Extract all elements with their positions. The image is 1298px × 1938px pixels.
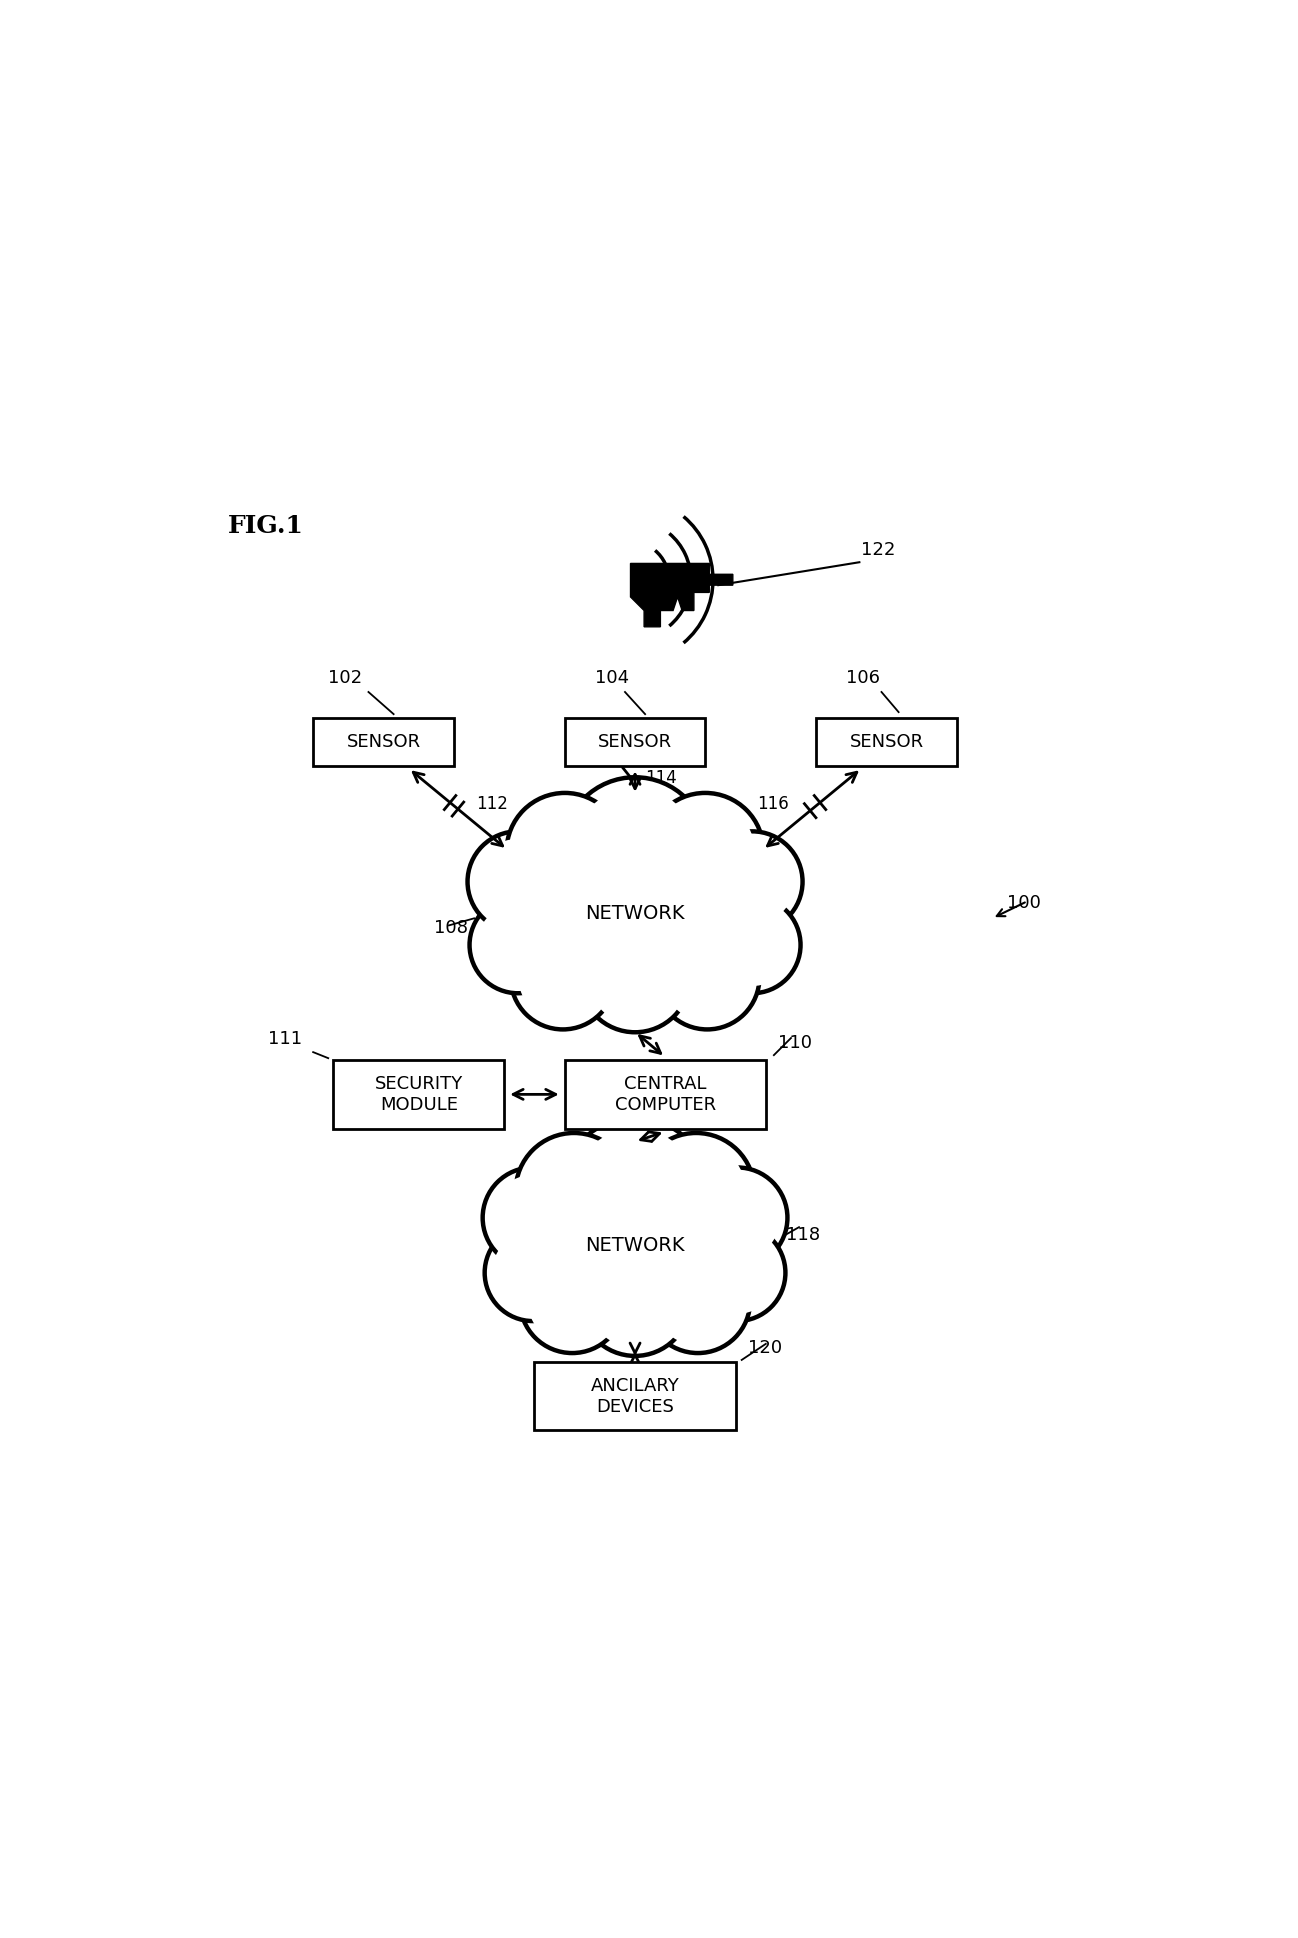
Circle shape bbox=[476, 903, 559, 986]
Circle shape bbox=[483, 1167, 583, 1267]
Ellipse shape bbox=[508, 818, 763, 1008]
Circle shape bbox=[492, 1233, 574, 1314]
Circle shape bbox=[518, 932, 607, 1021]
Text: NETWORK: NETWORK bbox=[585, 1236, 685, 1254]
Circle shape bbox=[470, 897, 566, 994]
Text: 120: 120 bbox=[748, 1339, 781, 1357]
Circle shape bbox=[687, 1167, 788, 1267]
Circle shape bbox=[655, 802, 755, 901]
Text: CENTRAL
COMPUTER: CENTRAL COMPUTER bbox=[615, 1076, 715, 1114]
Text: ANCILARY
DEVICES: ANCILARY DEVICES bbox=[591, 1376, 679, 1415]
Text: SENSOR: SENSOR bbox=[598, 733, 672, 752]
Text: 122: 122 bbox=[862, 541, 896, 560]
Circle shape bbox=[574, 1128, 697, 1252]
Ellipse shape bbox=[523, 829, 748, 996]
Text: 104: 104 bbox=[594, 669, 630, 686]
Polygon shape bbox=[631, 564, 733, 626]
FancyBboxPatch shape bbox=[334, 1060, 504, 1128]
Text: SECURITY
MODULE: SECURITY MODULE bbox=[375, 1076, 463, 1114]
Text: 118: 118 bbox=[787, 1227, 820, 1244]
Text: 111: 111 bbox=[267, 1031, 302, 1048]
FancyBboxPatch shape bbox=[535, 1362, 736, 1430]
Text: NETWORK: NETWORK bbox=[585, 903, 685, 922]
FancyBboxPatch shape bbox=[313, 719, 454, 766]
Text: SENSOR: SENSOR bbox=[849, 733, 924, 752]
Circle shape bbox=[653, 1256, 742, 1345]
Circle shape bbox=[646, 1141, 746, 1240]
Ellipse shape bbox=[523, 1163, 746, 1328]
Circle shape bbox=[663, 932, 752, 1021]
Circle shape bbox=[646, 793, 763, 909]
Text: FIG.1: FIG.1 bbox=[227, 514, 304, 539]
Text: 114: 114 bbox=[645, 769, 676, 787]
Circle shape bbox=[637, 1134, 754, 1250]
Text: 108: 108 bbox=[434, 919, 467, 938]
Circle shape bbox=[562, 777, 707, 922]
Circle shape bbox=[467, 831, 569, 932]
Text: 110: 110 bbox=[778, 1035, 811, 1052]
Circle shape bbox=[506, 793, 623, 909]
Circle shape bbox=[694, 1174, 780, 1260]
Circle shape bbox=[484, 1225, 582, 1322]
Circle shape bbox=[580, 1246, 691, 1357]
Circle shape bbox=[515, 802, 614, 901]
Text: 112: 112 bbox=[476, 795, 508, 814]
Circle shape bbox=[655, 924, 759, 1029]
Circle shape bbox=[696, 1233, 779, 1314]
Circle shape bbox=[711, 903, 793, 986]
FancyBboxPatch shape bbox=[565, 1060, 766, 1128]
Text: SENSOR: SENSOR bbox=[347, 733, 421, 752]
Circle shape bbox=[562, 1118, 707, 1262]
Circle shape bbox=[491, 1174, 576, 1260]
Circle shape bbox=[702, 831, 802, 932]
Circle shape bbox=[510, 924, 615, 1029]
Circle shape bbox=[520, 1248, 624, 1353]
FancyBboxPatch shape bbox=[816, 719, 957, 766]
Circle shape bbox=[645, 1248, 750, 1353]
Circle shape bbox=[689, 1225, 785, 1322]
Circle shape bbox=[524, 1141, 623, 1240]
Text: 102: 102 bbox=[328, 669, 362, 686]
Circle shape bbox=[710, 839, 794, 924]
Ellipse shape bbox=[537, 1172, 733, 1318]
Text: 116: 116 bbox=[757, 795, 789, 814]
Text: 100: 100 bbox=[1007, 893, 1041, 913]
Circle shape bbox=[588, 930, 681, 1023]
Circle shape bbox=[574, 789, 697, 911]
Circle shape bbox=[580, 922, 691, 1033]
Text: 106: 106 bbox=[846, 669, 880, 686]
FancyBboxPatch shape bbox=[565, 719, 706, 766]
Circle shape bbox=[475, 839, 561, 924]
Circle shape bbox=[515, 1134, 632, 1250]
Circle shape bbox=[588, 1254, 681, 1347]
Circle shape bbox=[528, 1256, 617, 1345]
Circle shape bbox=[704, 897, 801, 994]
